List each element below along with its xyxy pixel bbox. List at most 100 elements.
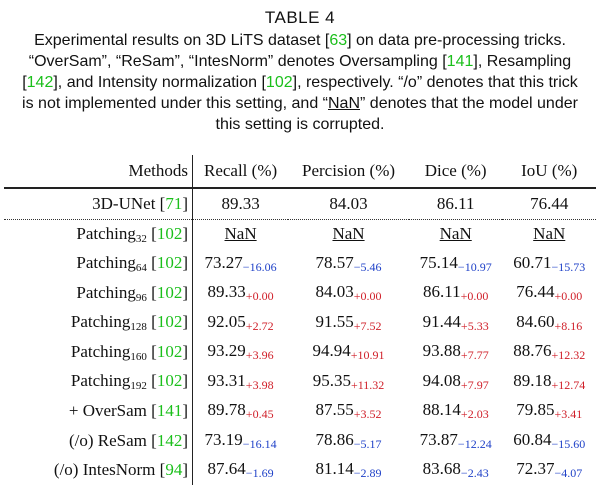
- column-header: IoU (%): [502, 155, 596, 189]
- value: 94.94: [312, 341, 351, 361]
- delta: +7.52: [353, 318, 382, 333]
- value: 78.57: [315, 252, 354, 272]
- citation: 94: [165, 460, 183, 480]
- value: 79.85: [516, 400, 555, 420]
- value-cell: 93.88+7.77: [409, 338, 503, 368]
- method-text: ]: [182, 312, 188, 332]
- value-cell: 73.19−16.14: [193, 426, 289, 456]
- value-cell: 89.33: [192, 188, 289, 220]
- value-cell: 73.87−12.24: [409, 426, 503, 456]
- value: 89.18: [513, 370, 552, 390]
- value: 93.31: [207, 370, 246, 390]
- value-cell: 87.64−1.69: [193, 456, 289, 486]
- value: 88.14: [422, 400, 461, 420]
- method-text: Patching: [70, 341, 131, 361]
- value: 84.03: [329, 193, 368, 213]
- method-text: ]: [182, 371, 188, 391]
- delta: −15.73: [551, 259, 586, 274]
- citation: 141: [156, 401, 183, 421]
- delta: +3.98: [245, 377, 274, 392]
- citation: 102: [156, 371, 183, 391]
- table-title: TABLE 4: [264, 8, 336, 27]
- delta: +0.00: [554, 289, 583, 304]
- value: 95.35: [312, 370, 351, 390]
- value-cell: 81.14−2.89: [288, 456, 409, 486]
- caption-text: ” denotes that the model under this sett…: [215, 95, 578, 133]
- value-cell: 84.03: [288, 188, 409, 220]
- delta: +2.03: [460, 407, 489, 422]
- value: NaN: [439, 224, 472, 244]
- delta: −12.24: [457, 436, 492, 451]
- value-cell: 73.27−16.06: [193, 249, 289, 279]
- value: 94.08: [422, 370, 461, 390]
- subscript: 64: [135, 262, 147, 275]
- table-row: 3D-UNet [71] 89.33 84.03 86.11 76.44: [4, 188, 596, 220]
- method-text: 3D-UNet [: [92, 193, 166, 213]
- value: NaN: [533, 224, 566, 244]
- caption: Experimental results on 3D LiTS dataset …: [22, 30, 578, 135]
- subscript: 32: [135, 232, 147, 245]
- delta: +8.16: [554, 318, 583, 333]
- value: 89.78: [207, 400, 246, 420]
- table-row: (/o) IntesNorm [94] 87.64−1.69 81.14−2.89 8…: [4, 455, 596, 486]
- delta: −2.89: [353, 466, 382, 481]
- table-row: Patching64 [102] 73.27−16.06 78.57−5.46 75.…: [4, 249, 596, 279]
- method-text: (/o) ReSam [: [69, 430, 157, 450]
- method-text: [: [146, 223, 157, 243]
- value: 73.27: [204, 252, 243, 272]
- method-text: + OverSam [: [68, 401, 157, 421]
- method-cell: (/o) IntesNorm [94]: [4, 455, 193, 485]
- value: 60.71: [513, 252, 552, 272]
- value: NaN: [332, 224, 365, 244]
- value: 76.44: [516, 282, 555, 302]
- citation: 142: [26, 74, 54, 91]
- delta: −5.17: [353, 436, 382, 451]
- subscript: 96: [135, 291, 147, 304]
- delta: −15.60: [551, 436, 586, 451]
- results-table: Methods Recall (%) Percision (%) Dice (%) Io…: [4, 155, 596, 485]
- caption-text: NaN: [328, 95, 361, 112]
- value-cell: 88.14+2.03: [409, 397, 503, 427]
- citation: 102: [156, 253, 183, 273]
- citation: 102: [265, 74, 293, 91]
- value: NaN: [224, 224, 257, 244]
- method-text: ]: [182, 430, 188, 450]
- table-row: Patching192 [102] 93.31+3.98 95.35+11.32 94…: [4, 367, 596, 397]
- delta: +10.91: [350, 348, 385, 363]
- delta: +0.00: [353, 289, 382, 304]
- value: 81.14: [315, 459, 354, 479]
- value-cell: 93.29+3.96: [193, 338, 289, 368]
- value: 91.44: [422, 311, 461, 331]
- value: 87.64: [207, 459, 246, 479]
- method-text: ]: [182, 193, 188, 213]
- value-cell: NaN: [288, 219, 409, 249]
- table-row: Patching32 [102] NaN NaN NaN NaN: [4, 219, 596, 249]
- value: 87.55: [315, 400, 354, 420]
- value: 75.14: [419, 252, 458, 272]
- delta: +2.72: [245, 318, 274, 333]
- value-cell: 94.94+10.91: [288, 338, 409, 368]
- method-text: [: [146, 341, 157, 361]
- value: 91.55: [315, 311, 354, 331]
- delta: −10.97: [457, 259, 492, 274]
- citation: 71: [165, 193, 183, 213]
- value-cell: 88.76+12.32: [502, 338, 596, 368]
- citation: 102: [156, 341, 183, 361]
- method-cell: + OverSam [141]: [4, 396, 193, 426]
- column-header: Recall (%): [192, 155, 289, 189]
- value-cell: 91.55+7.52: [288, 308, 409, 338]
- value: 92.05: [207, 311, 246, 331]
- delta: +5.33: [460, 318, 489, 333]
- value: 86.11: [436, 193, 475, 213]
- value-cell: 89.18+12.74: [502, 367, 596, 397]
- delta: +3.41: [554, 407, 583, 422]
- method-text: [: [146, 282, 157, 302]
- value-cell: 78.86−5.17: [288, 426, 409, 456]
- value-cell: 79.85+3.41: [502, 397, 596, 427]
- value: 84.60: [516, 311, 555, 331]
- table-row: Patching160 [102] 93.29+3.96 94.94+10.91 93…: [4, 337, 596, 368]
- delta: +0.00: [245, 289, 274, 304]
- delta: −16.14: [242, 436, 277, 451]
- method-text: Patching: [70, 312, 131, 332]
- method-text: Patching: [76, 253, 136, 273]
